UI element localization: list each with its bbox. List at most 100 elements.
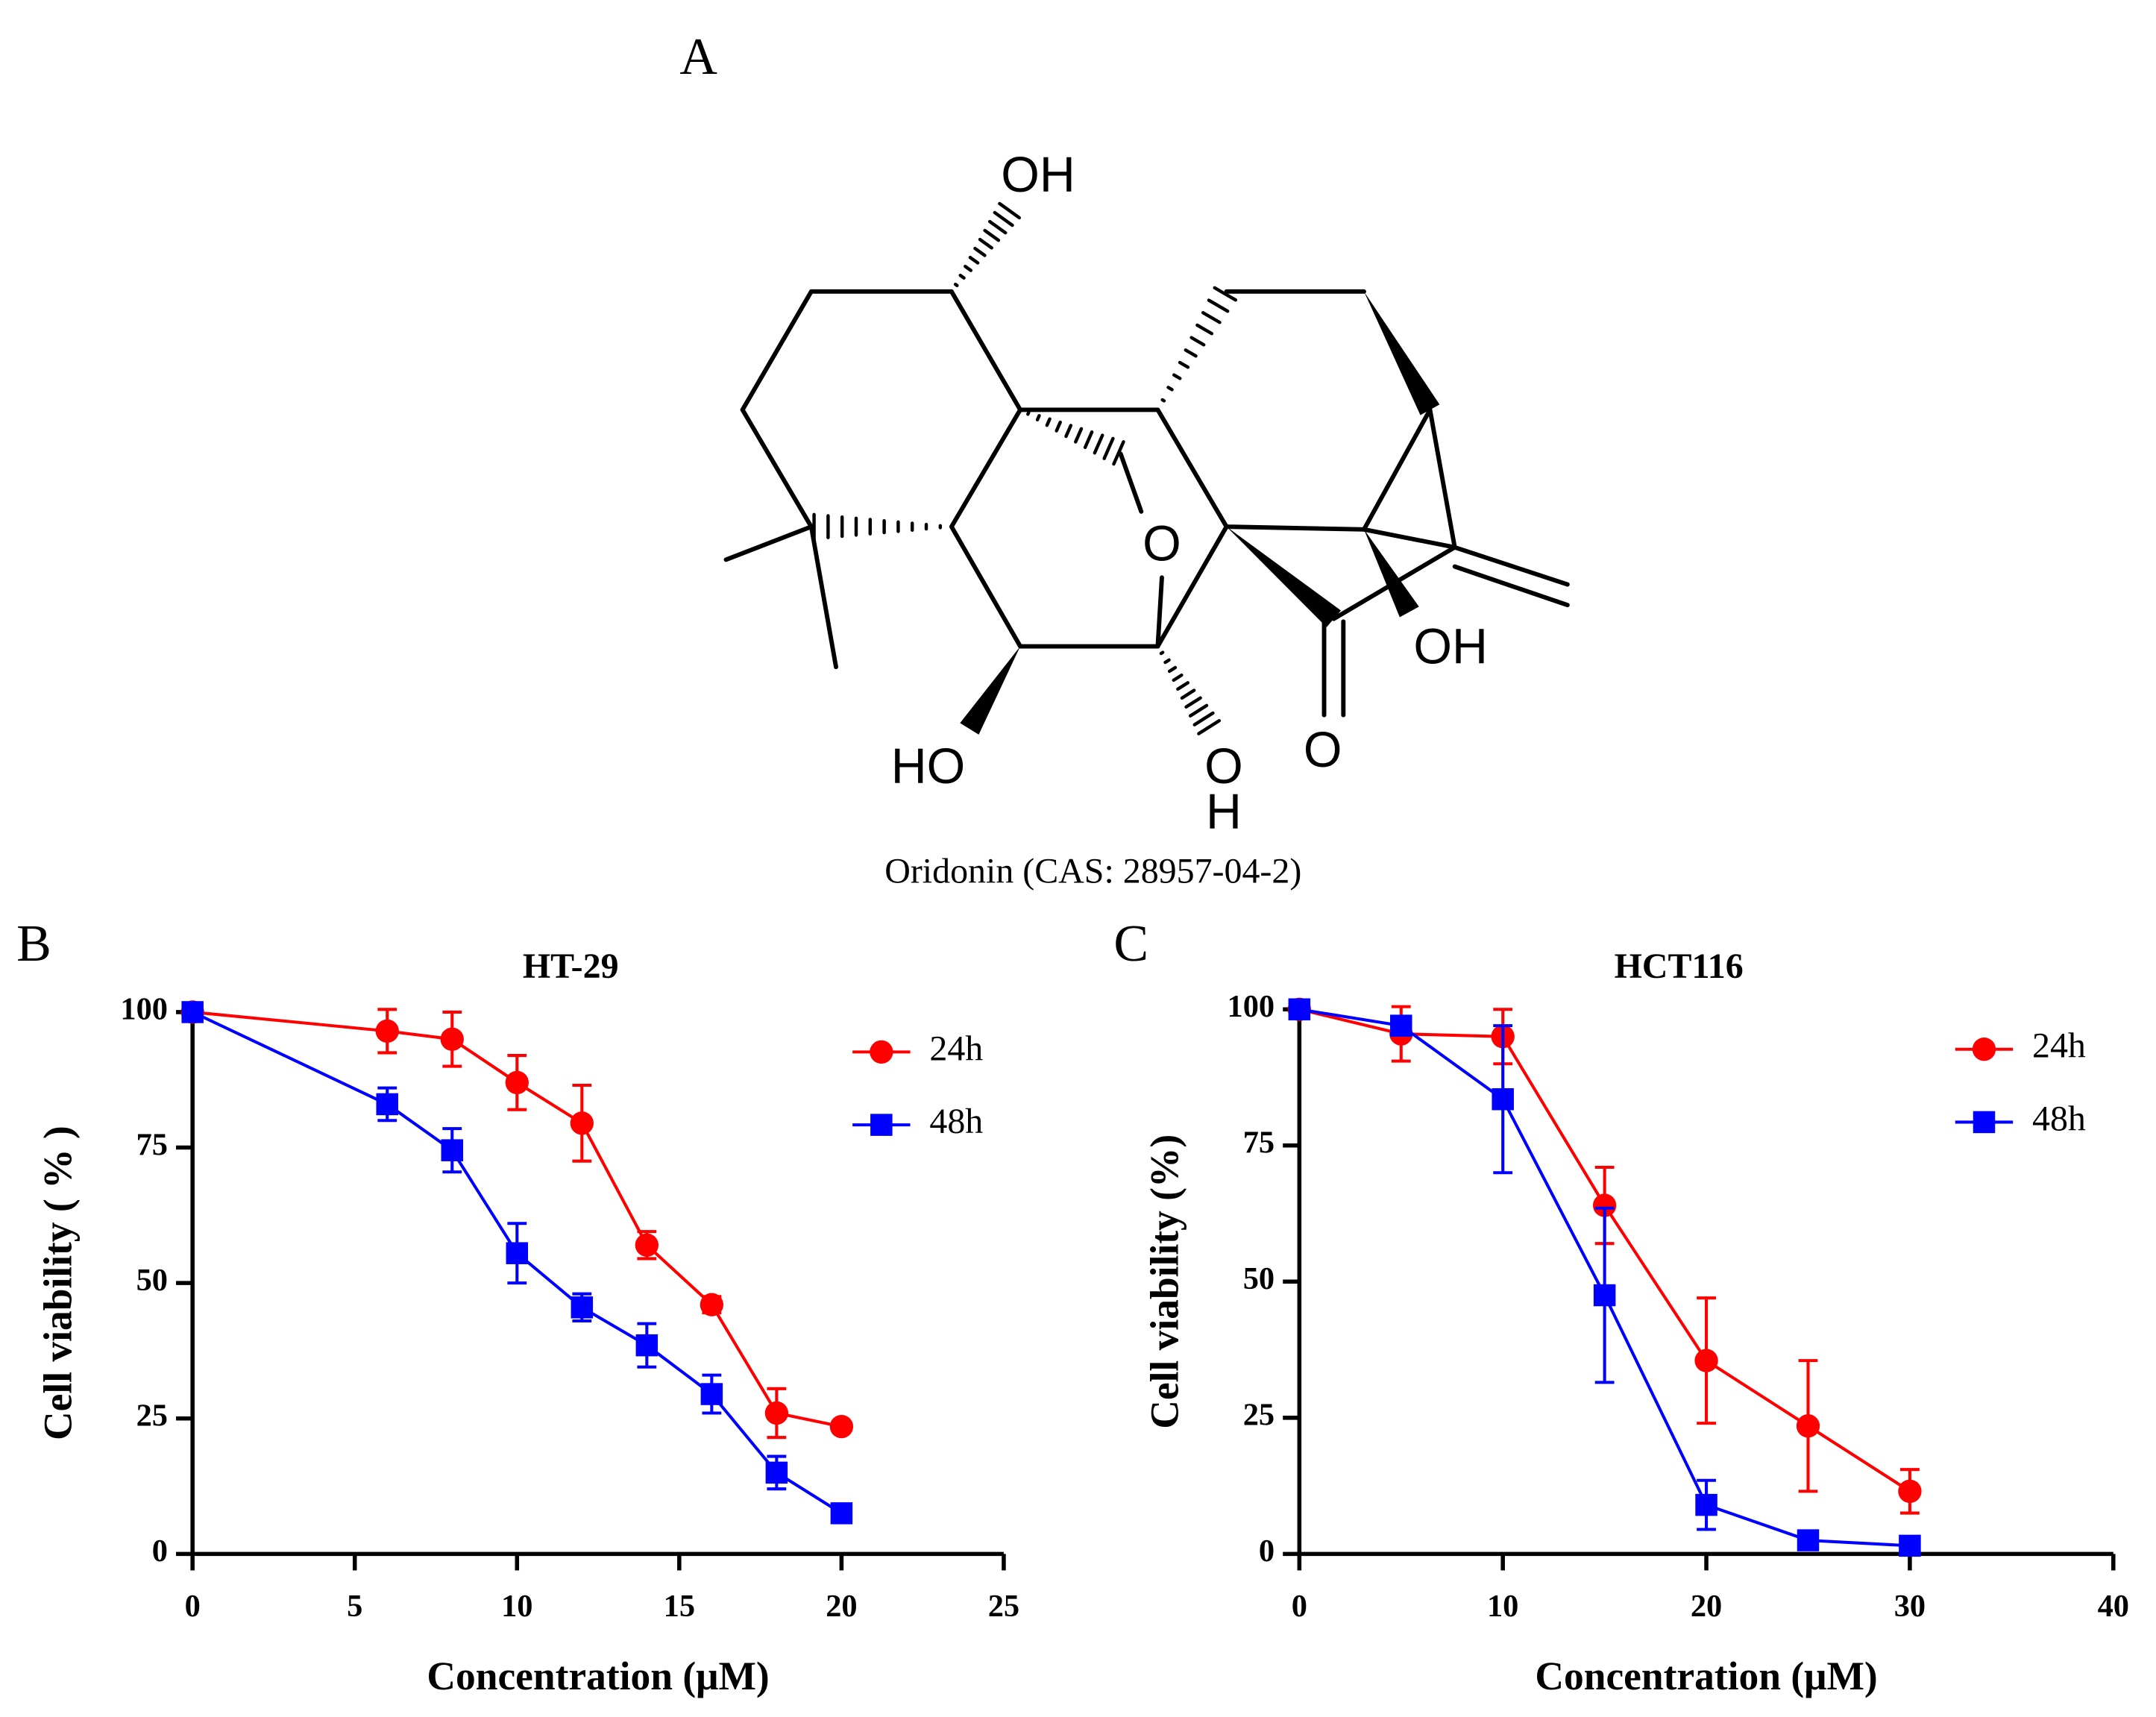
molecule: OH O OH HO O H O bbox=[723, 148, 1570, 840]
chart-title: HCT116 bbox=[1615, 947, 1744, 986]
marker bbox=[571, 1296, 594, 1319]
bond-hash bbox=[1184, 348, 1198, 358]
bond-wedge bbox=[1363, 529, 1419, 618]
x-tick-label: 15 bbox=[664, 1589, 695, 1624]
atom-label: O bbox=[1143, 516, 1181, 571]
marker bbox=[506, 1242, 529, 1264]
atom-label: H bbox=[1206, 785, 1242, 840]
bond-hash bbox=[1207, 298, 1230, 313]
bond-hash bbox=[1189, 336, 1206, 347]
bond-hash bbox=[1112, 440, 1125, 466]
panel-label: C bbox=[1113, 915, 1148, 973]
x-tick-label: 25 bbox=[988, 1589, 1019, 1624]
panel-label: A bbox=[679, 28, 717, 86]
marker bbox=[1593, 1284, 1616, 1307]
x-tick-label: 0 bbox=[1292, 1589, 1307, 1624]
x-tick-label: 40 bbox=[2098, 1589, 2129, 1624]
marker bbox=[1898, 1479, 1922, 1504]
legend-label: 48h bbox=[929, 1102, 983, 1141]
bond-hash bbox=[1074, 427, 1084, 444]
marker bbox=[830, 1502, 853, 1525]
marker bbox=[765, 1461, 788, 1484]
bond-hash bbox=[1035, 414, 1041, 421]
bond-hash bbox=[1197, 719, 1222, 735]
panel-label: B bbox=[16, 915, 51, 973]
marker bbox=[1797, 1529, 1820, 1551]
bond-wedge bbox=[960, 646, 1021, 735]
bond-hash bbox=[1093, 433, 1104, 455]
bond-hash bbox=[1184, 696, 1202, 709]
marker bbox=[764, 1401, 789, 1425]
marker bbox=[1695, 1493, 1717, 1516]
y-tick-label: 100 bbox=[120, 992, 168, 1027]
bond-hash bbox=[1188, 703, 1209, 718]
chart-title: HT-29 bbox=[523, 947, 619, 986]
marker bbox=[1694, 1349, 1718, 1372]
bond-hash bbox=[1045, 417, 1052, 427]
y-tick-label: 0 bbox=[1259, 1534, 1275, 1569]
bond-hash bbox=[1172, 373, 1182, 380]
marker bbox=[829, 1414, 854, 1439]
marker bbox=[700, 1293, 724, 1316]
marker bbox=[1390, 1014, 1412, 1037]
x-tick-label: 5 bbox=[347, 1589, 362, 1624]
atom-label: OH bbox=[1001, 148, 1075, 203]
bond-hash bbox=[983, 228, 1001, 242]
marker bbox=[635, 1233, 659, 1257]
legend-marker bbox=[1972, 1038, 1996, 1061]
legend-label: 24h bbox=[929, 1029, 983, 1068]
marker bbox=[1592, 1193, 1617, 1217]
y-tick-label: 25 bbox=[136, 1398, 168, 1433]
marker bbox=[505, 1070, 529, 1095]
y-tick-label: 50 bbox=[1243, 1261, 1275, 1296]
y-tick-label: 75 bbox=[136, 1127, 168, 1162]
bond-hash bbox=[998, 201, 1022, 220]
bond-hash bbox=[968, 255, 980, 265]
bond-hash bbox=[987, 219, 1008, 235]
bond-hash bbox=[1178, 360, 1190, 369]
atom-label: OH bbox=[1413, 620, 1488, 675]
chart: HT-29 Concentration (μM) Cell viability ( … bbox=[35, 947, 1019, 1698]
x-axis-label: Concentration (μM) bbox=[427, 1654, 769, 1698]
bond-wedge bbox=[1363, 291, 1440, 415]
legend-marker bbox=[870, 1114, 893, 1136]
bond-hash bbox=[1163, 658, 1171, 665]
bond-hash bbox=[1213, 286, 1238, 302]
bond-hash bbox=[1083, 430, 1094, 450]
marker bbox=[1492, 1087, 1514, 1111]
legend-marker bbox=[870, 1040, 893, 1064]
y-tick-label: 25 bbox=[1243, 1398, 1275, 1433]
marker bbox=[1288, 998, 1311, 1020]
bond-hash bbox=[1176, 681, 1190, 691]
y-axis-label: Cell viability ( % ) bbox=[35, 1126, 80, 1440]
caption: Oridonin (CAS: 28957-04-2) bbox=[884, 852, 1301, 891]
marker bbox=[376, 1093, 398, 1116]
atom-label: HO bbox=[891, 739, 966, 794]
legend-label: 24h bbox=[2032, 1026, 2086, 1066]
bond-hash bbox=[978, 237, 993, 250]
y-tick-label: 50 bbox=[136, 1263, 168, 1298]
y-tick-label: 0 bbox=[152, 1534, 168, 1569]
y-axis-label: Cell viability (%) bbox=[1142, 1134, 1187, 1429]
bond-wedge bbox=[1226, 527, 1342, 627]
marker bbox=[440, 1027, 464, 1051]
bond-hash bbox=[1064, 424, 1073, 439]
atom-label: O bbox=[1204, 739, 1243, 794]
y-tick-label: 100 bbox=[1228, 989, 1275, 1024]
bond-hash bbox=[1172, 673, 1184, 682]
marker bbox=[700, 1383, 723, 1405]
bond-hash bbox=[1166, 386, 1174, 392]
marker bbox=[1796, 1414, 1820, 1438]
atom-label: O bbox=[1304, 723, 1342, 778]
x-tick-label: 20 bbox=[826, 1589, 857, 1624]
bond-hash bbox=[1167, 665, 1178, 674]
bond-hash bbox=[1180, 688, 1196, 700]
bond-hash bbox=[1195, 323, 1214, 336]
bond-hash bbox=[1055, 420, 1062, 433]
marker bbox=[1899, 1534, 1921, 1557]
bond-hash bbox=[958, 273, 966, 280]
bond-hash bbox=[1201, 311, 1222, 324]
x-tick-label: 20 bbox=[1691, 1589, 1722, 1624]
y-tick-label: 75 bbox=[1243, 1126, 1275, 1161]
marker bbox=[181, 1001, 204, 1023]
